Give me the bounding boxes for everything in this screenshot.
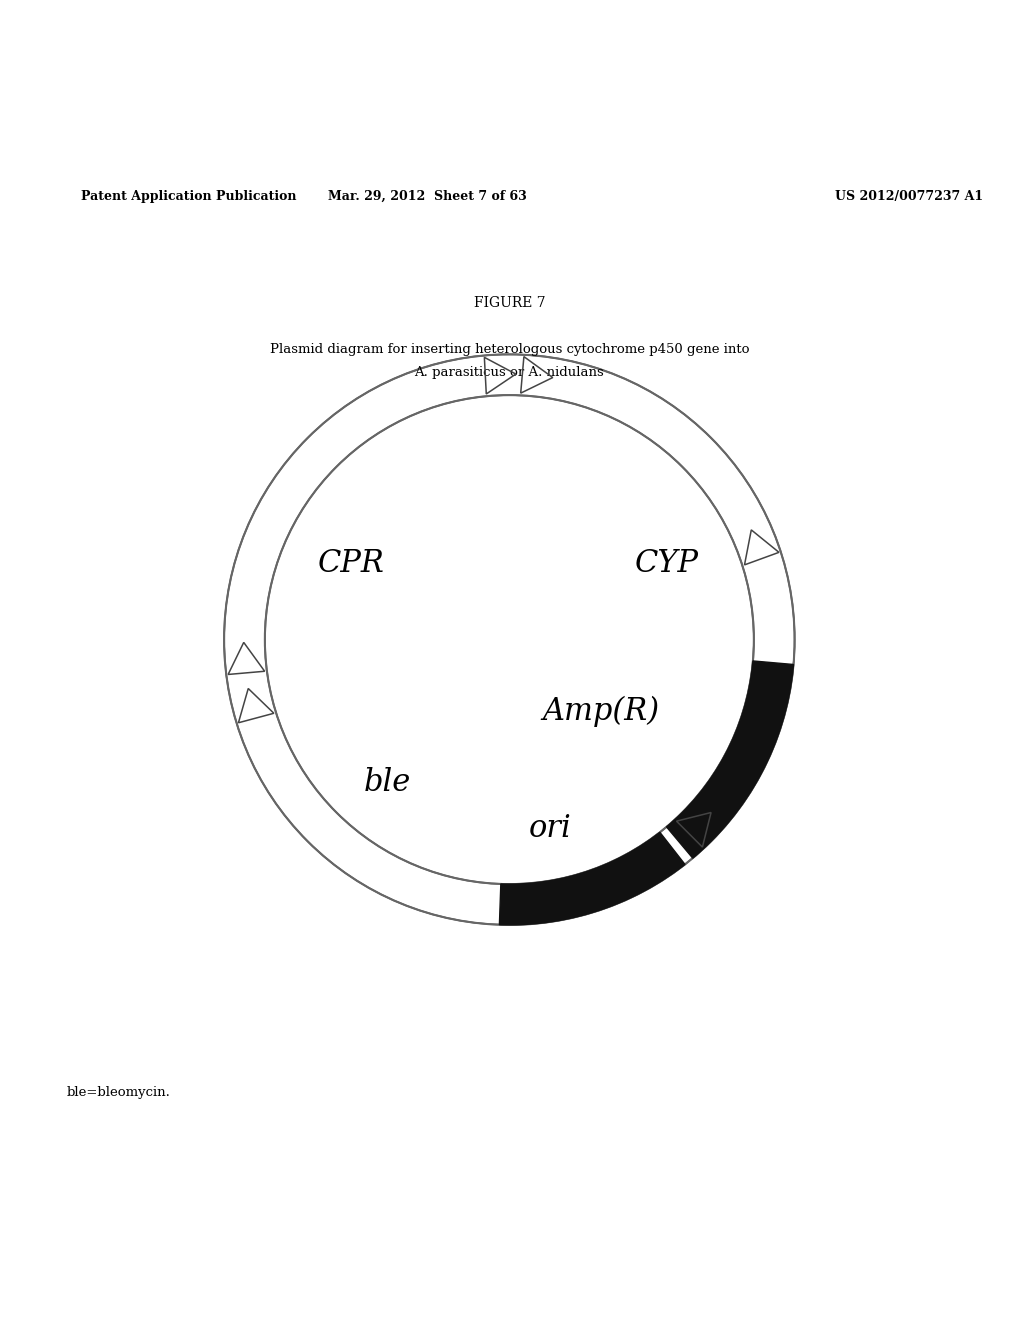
Text: Patent Application Publication: Patent Application Publication — [82, 190, 297, 203]
Text: CYP: CYP — [635, 548, 699, 578]
Text: A. parasiticus or A. nidulans: A. parasiticus or A. nidulans — [415, 366, 604, 379]
Text: ble: ble — [364, 767, 411, 797]
Polygon shape — [667, 661, 794, 858]
Text: CPR: CPR — [318, 548, 385, 578]
Polygon shape — [224, 354, 795, 925]
Text: Mar. 29, 2012  Sheet 7 of 63: Mar. 29, 2012 Sheet 7 of 63 — [329, 190, 527, 203]
Text: FIGURE 7: FIGURE 7 — [473, 297, 545, 310]
Polygon shape — [500, 833, 685, 925]
Text: ble=bleomycin.: ble=bleomycin. — [67, 1086, 170, 1100]
Text: Amp(R): Amp(R) — [543, 696, 659, 726]
Text: Plasmid diagram for inserting heterologous cytochrome p450 gene into: Plasmid diagram for inserting heterologo… — [269, 343, 750, 356]
Text: ori: ori — [528, 813, 571, 843]
Text: US 2012/0077237 A1: US 2012/0077237 A1 — [836, 190, 983, 203]
